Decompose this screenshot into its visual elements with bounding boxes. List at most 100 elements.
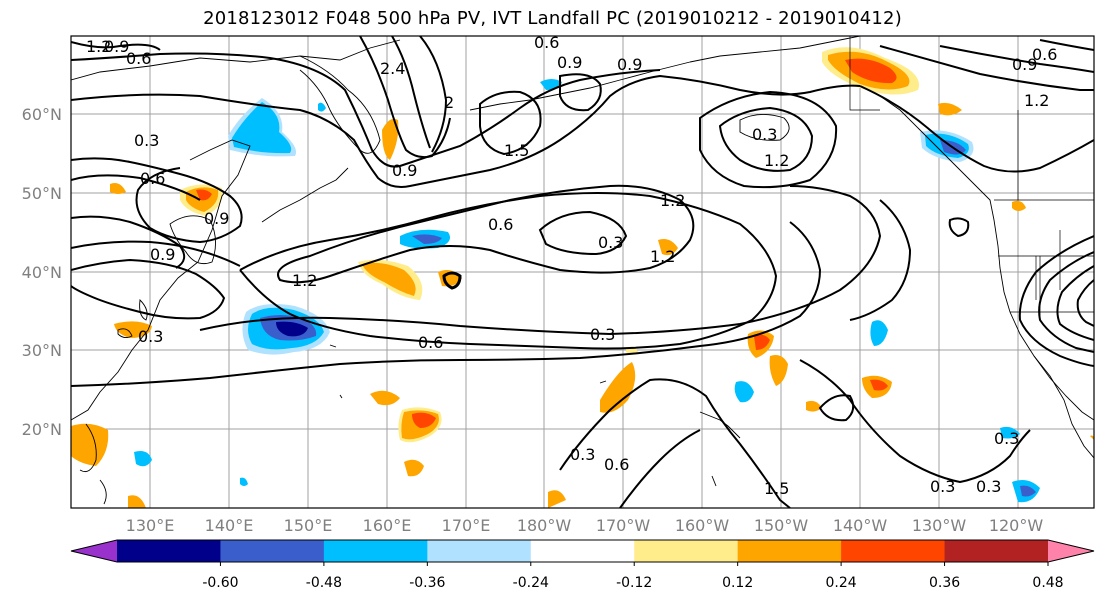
contour-label: 0.3 xyxy=(976,477,1001,496)
colorbar-tick-label: 0.48 xyxy=(1032,575,1063,591)
contour-label: 1.2 xyxy=(86,37,111,56)
contour-label: 0.9 xyxy=(392,161,417,180)
positive-anomaly-patch xyxy=(71,423,109,466)
coastlines xyxy=(71,36,1094,505)
latitude-labels: 60°N 50°N 40°N 30°N 20°N xyxy=(22,105,62,439)
positive-anomaly-patch xyxy=(196,189,212,201)
map-title: 2018123012 F048 500 hPa PV, IVT Landfall… xyxy=(203,8,902,29)
contour-label: 0.6 xyxy=(604,455,629,474)
colorbar-tick-label: -0.24 xyxy=(513,575,549,591)
lon-label: 130°E xyxy=(126,516,175,535)
positive-anomaly-patch xyxy=(110,183,126,194)
contour-label: 1.2 xyxy=(650,247,675,266)
negative-anomaly-patch xyxy=(734,381,754,403)
colorbar-tick-label: -0.60 xyxy=(202,575,238,591)
lon-label: 170°E xyxy=(442,516,491,535)
contour-label: 0.3 xyxy=(598,233,623,252)
contour-label: 0.3 xyxy=(752,125,777,144)
colorbar-outline xyxy=(70,539,1095,563)
negative-anomaly-patch xyxy=(412,234,442,244)
contour-label: 0.9 xyxy=(204,209,229,228)
contour-label: 0.6 xyxy=(534,33,559,52)
positive-anomaly-patch xyxy=(548,490,566,508)
contour-label: 0.6 xyxy=(418,333,443,352)
colorbar-tick-label: -0.48 xyxy=(306,575,342,591)
lat-label-50n: 50°N xyxy=(22,184,62,203)
colorbar-segment xyxy=(944,540,1049,562)
colorbar-segment xyxy=(634,540,739,562)
colorbar-tick-label: 0.36 xyxy=(929,575,960,591)
longitude-labels: 130°E 140°E 150°E 160°E 170°E 180°W 170°… xyxy=(126,516,1044,535)
colorbar-tick-label: -0.12 xyxy=(616,575,652,591)
positive-anomaly-patch xyxy=(600,362,636,413)
positive-anomaly-patch xyxy=(128,495,146,508)
positive-anomaly-patch xyxy=(845,58,897,84)
negative-anomaly-patch xyxy=(134,451,152,467)
lon-label: 140°W xyxy=(833,516,888,535)
lat-label-20n: 20°N xyxy=(22,420,62,439)
negative-anomaly-patch xyxy=(870,320,888,346)
contour-label: 0.9 xyxy=(104,37,129,56)
contour-label: 0.3 xyxy=(570,445,595,464)
lon-label: 140°E xyxy=(205,516,254,535)
colorbar-segment xyxy=(117,540,221,562)
lon-label: 120°W xyxy=(989,516,1044,535)
negative-anomaly-patch xyxy=(318,102,326,112)
contour-label: 0.3 xyxy=(994,429,1019,448)
closed-contour xyxy=(442,271,462,290)
colorbar-extend-high xyxy=(1048,540,1094,562)
contour-label: 0.9 xyxy=(617,55,642,74)
contour-label: 0.6 xyxy=(140,169,165,188)
contour-label: 0.3 xyxy=(590,325,615,344)
colorbar-tick-label: 0.24 xyxy=(826,575,857,591)
contour-label: 1.5 xyxy=(764,479,789,498)
positive-anomaly-patch xyxy=(870,379,888,391)
contour-label: 2.4 xyxy=(380,59,405,78)
contour-label: 0.3 xyxy=(134,131,159,150)
lon-label: 150°W xyxy=(754,516,809,535)
lon-label: 170°W xyxy=(596,516,651,535)
lat-label-40n: 40°N xyxy=(22,263,62,282)
contour-label: 1.2 xyxy=(1024,91,1049,110)
negative-anomaly-patch xyxy=(232,102,292,154)
contour-label: 0.9 xyxy=(1012,55,1037,74)
positive-anomaly-patch xyxy=(404,459,424,477)
positive-anomaly-patch xyxy=(938,102,962,116)
pc-shading xyxy=(71,47,1094,508)
positive-anomaly-patch xyxy=(370,390,400,406)
positive-anomaly-patch xyxy=(658,239,678,256)
lon-label: 130°W xyxy=(912,516,967,535)
contour-label: 0.9 xyxy=(557,53,582,72)
graticule xyxy=(71,36,1094,508)
colorbar-extend-low xyxy=(71,540,117,562)
positive-anomaly-patch xyxy=(769,355,788,386)
positive-anomaly-patch xyxy=(362,262,416,296)
contour-label: 1.5 xyxy=(504,141,529,160)
colorbar-segment xyxy=(220,540,325,562)
political-borders xyxy=(849,36,1094,320)
contour-label: 0.3 xyxy=(138,327,163,346)
contour-label: 1.2 xyxy=(764,151,789,170)
contour-label: 0.6 xyxy=(1032,45,1057,64)
positive-anomaly-patch xyxy=(1012,200,1026,211)
contour-label: 1.2 xyxy=(292,271,317,290)
positive-anomaly-patch xyxy=(382,118,399,160)
lon-label: 150°E xyxy=(284,516,333,535)
colorbar-segment xyxy=(841,540,946,562)
positive-anomaly-patch xyxy=(1090,435,1094,440)
pv-contours xyxy=(71,36,1094,508)
positive-anomaly-patch xyxy=(806,400,822,412)
colorbar-segment xyxy=(737,540,842,562)
negative-anomaly-patch xyxy=(276,321,308,337)
lon-label: 180°W xyxy=(517,516,572,535)
contour-label: 0.6 xyxy=(126,49,151,68)
colorbar-segment xyxy=(323,540,428,562)
contour-label: 0.9 xyxy=(150,245,175,264)
contour-labels: 1.2 0.9 0.6 0.3 2.4 1.5 0.6 0.9 0.9 0.6 … xyxy=(86,33,1057,498)
lon-label: 160°W xyxy=(675,516,730,535)
map-frame xyxy=(70,35,1095,509)
positive-anomaly-patch xyxy=(754,334,770,350)
contour-label: 2 xyxy=(444,93,454,112)
positive-anomaly-patch xyxy=(114,321,152,338)
